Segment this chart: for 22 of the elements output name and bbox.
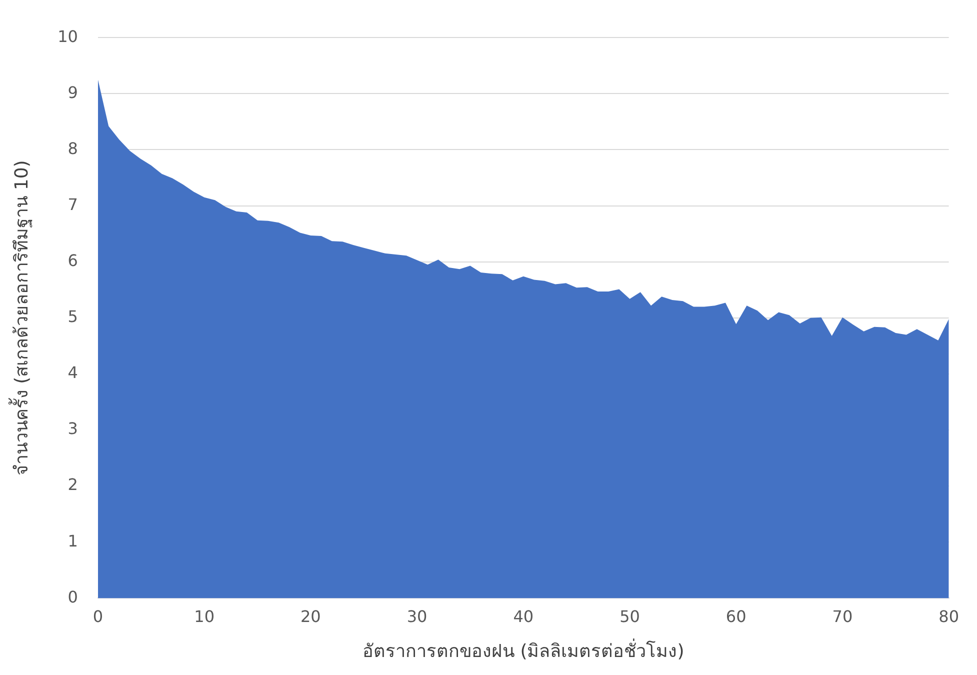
y-tick-label: 0 (68, 587, 78, 606)
x-tick-label: 70 (832, 606, 853, 626)
y-tick-label: 6 (68, 250, 78, 270)
x-tick-label: 30 (406, 606, 428, 626)
x-tick-label: 10 (194, 606, 214, 626)
y-tick-label: 7 (68, 194, 78, 214)
x-tick-label: 0 (92, 606, 104, 626)
y-tick-label: 10 (58, 26, 78, 46)
y-tick-label: 3 (68, 419, 78, 438)
y-tick-label: 5 (68, 307, 78, 326)
x-tick-label: 50 (620, 606, 640, 626)
y-tick-label: 1 (68, 531, 78, 550)
x-tick-label: 80 (938, 606, 959, 626)
x-tick-label: 40 (513, 606, 534, 626)
x-tick-label: 20 (300, 606, 321, 626)
y-tick-label: 9 (68, 82, 78, 102)
y-tick-label: 4 (68, 363, 78, 382)
y-tick-label: 8 (68, 138, 78, 158)
y-axis-title: จำนวนครั้ง (สเกลด้วยลอการิทึมฐาน 10) (8, 160, 32, 476)
x-tick-label: 60 (726, 606, 746, 626)
y-tick-label: 2 (68, 475, 78, 494)
x-axis-title: อัตราการตกของฝน (มิลลิเมตรต่อชั่วโมง) (362, 638, 684, 662)
